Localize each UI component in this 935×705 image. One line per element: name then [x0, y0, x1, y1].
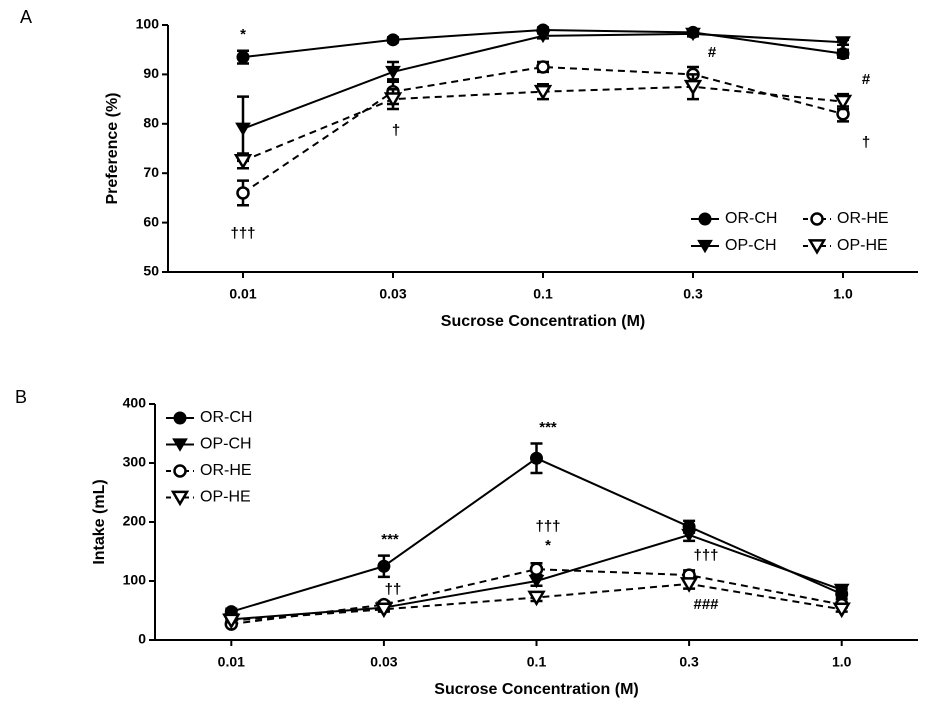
y-axis-title: Intake (mL) [91, 479, 108, 564]
panel-label: B [15, 387, 27, 407]
y-tick-label: 400 [123, 395, 147, 411]
y-tick-label: 60 [143, 213, 159, 229]
series-line [242, 32, 844, 130]
annotation: ††† [535, 518, 560, 535]
marker [536, 60, 550, 74]
y-tick-label: 300 [123, 454, 147, 470]
marker [377, 559, 391, 573]
series-line [231, 568, 842, 626]
x-tick-label: 0.3 [679, 654, 699, 670]
y-tick-label: 70 [143, 164, 159, 180]
annotation: *** [381, 531, 399, 548]
annotation: * [240, 26, 246, 43]
legend-marker [810, 212, 824, 226]
x-tick-label: 0.3 [683, 286, 703, 302]
legend-label: OP-CH [200, 436, 252, 453]
marker [685, 27, 701, 42]
legend-marker [173, 411, 187, 425]
y-tick-label: 100 [123, 572, 147, 588]
legend-label: OP-HE [837, 237, 888, 254]
annotation: ††† [230, 225, 255, 242]
marker [386, 33, 400, 47]
legend-marker [807, 239, 827, 255]
legend-marker [172, 438, 188, 452]
annotation: ††† [693, 547, 718, 564]
marker [235, 122, 251, 137]
marker [236, 186, 250, 200]
x-tick-label: 0.03 [379, 286, 406, 302]
annotation: * [545, 537, 551, 554]
y-tick-label: 100 [136, 16, 160, 32]
series-line [242, 65, 844, 194]
marker [530, 451, 543, 465]
panel-label: A [20, 7, 32, 27]
y-tick-label: 0 [138, 631, 146, 647]
annotation: † [392, 122, 400, 139]
legend-marker [173, 464, 187, 478]
x-axis-title: Sucrose Concentration (M) [441, 313, 645, 330]
marker [535, 29, 551, 44]
marker [233, 154, 253, 170]
x-tick-label: 0.03 [370, 654, 397, 670]
marker [385, 65, 401, 80]
legend-label: OR-HE [200, 462, 252, 479]
annotation: # [862, 71, 871, 88]
y-tick-label: 200 [123, 513, 147, 529]
x-axis-title: Sucrose Concentration (M) [434, 681, 638, 698]
legend-label: OP-HE [200, 489, 251, 506]
x-tick-label: 0.1 [527, 654, 547, 670]
marker [833, 583, 850, 598]
annotation: ### [693, 596, 719, 613]
marker [835, 36, 851, 50]
x-tick-label: 0.1 [533, 286, 553, 302]
series-line [231, 457, 843, 613]
y-axis-title: Preference (%) [104, 92, 121, 204]
legend-marker [698, 212, 712, 226]
x-tick-label: 0.01 [229, 286, 256, 302]
marker [533, 84, 553, 101]
marker [374, 602, 394, 619]
legend-label: OP-CH [725, 237, 777, 254]
marker [679, 577, 699, 593]
y-tick-label: 80 [143, 115, 159, 131]
legend-label: OR-CH [725, 210, 777, 227]
y-tick-label: 50 [143, 263, 159, 279]
legend-label: OR-CH [200, 409, 252, 426]
marker [236, 50, 250, 64]
marker [383, 92, 403, 108]
marker [529, 562, 544, 576]
marker [681, 528, 697, 543]
legend-label: OR-HE [837, 210, 889, 227]
marker [527, 590, 546, 607]
x-tick-label: 1.0 [833, 286, 853, 302]
marker [222, 613, 241, 630]
y-tick-label: 90 [143, 65, 159, 81]
legend-marker [170, 490, 190, 507]
marker [832, 602, 851, 619]
x-tick-label: 1.0 [832, 654, 852, 670]
marker [833, 94, 853, 111]
annotation: # [708, 44, 717, 61]
annotation: † [862, 134, 870, 151]
annotation: †† [385, 581, 402, 598]
marker [683, 79, 703, 96]
x-tick-label: 0.01 [218, 654, 245, 670]
annotation: *** [539, 419, 557, 436]
legend-marker [697, 239, 713, 254]
